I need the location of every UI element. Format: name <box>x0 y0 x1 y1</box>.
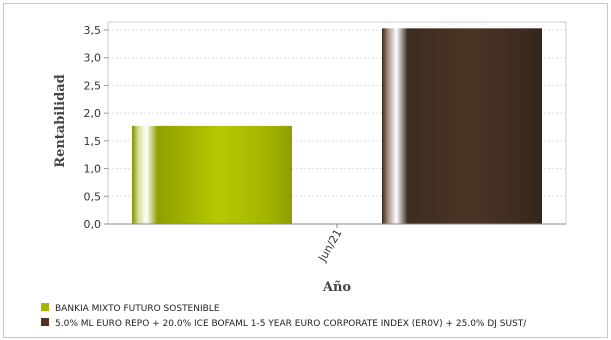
y-tick-label: 0,0 <box>84 218 102 231</box>
y-tick-label: 1,5 <box>84 135 102 148</box>
legend-label: 5.0% ML EURO REPO + 20.0% ICE BOFAML 1-5… <box>55 319 527 329</box>
legend-label: BANKIA MIXTO FUTURO SOSTENIBLE <box>55 304 220 314</box>
y-tick-label: 2,5 <box>84 79 102 92</box>
y-tick-label: 3,0 <box>84 52 102 65</box>
x-tick-label: Jun/21 <box>315 227 344 265</box>
legend-swatch <box>41 303 49 311</box>
x-axis-title: Año <box>322 280 352 295</box>
y-axis-title: Rentabilidad <box>53 74 68 167</box>
y-tick-label: 0,5 <box>84 190 102 203</box>
bar-chart: 0,0 0,5 1,0 1,5 2,0 2,5 3,0 3,5 Jun/21 Rentabili… <box>41 21 567 329</box>
bar-series-1[interactable] <box>132 125 292 224</box>
legend-swatch <box>41 318 49 326</box>
y-tick-label: 1,0 <box>84 163 102 176</box>
y-tick-label: 3,5 <box>84 24 102 37</box>
y-tick-label: 2,0 <box>84 107 102 120</box>
chart-frame: 0,0 0,5 1,0 1,5 2,0 2,5 3,0 3,5 Jun/21 Rentabili… <box>3 3 608 338</box>
legend: BANKIA MIXTO FUTURO SOSTENIBLE 5.0% ML EU… <box>41 303 527 329</box>
bar-series-2[interactable] <box>382 28 542 224</box>
